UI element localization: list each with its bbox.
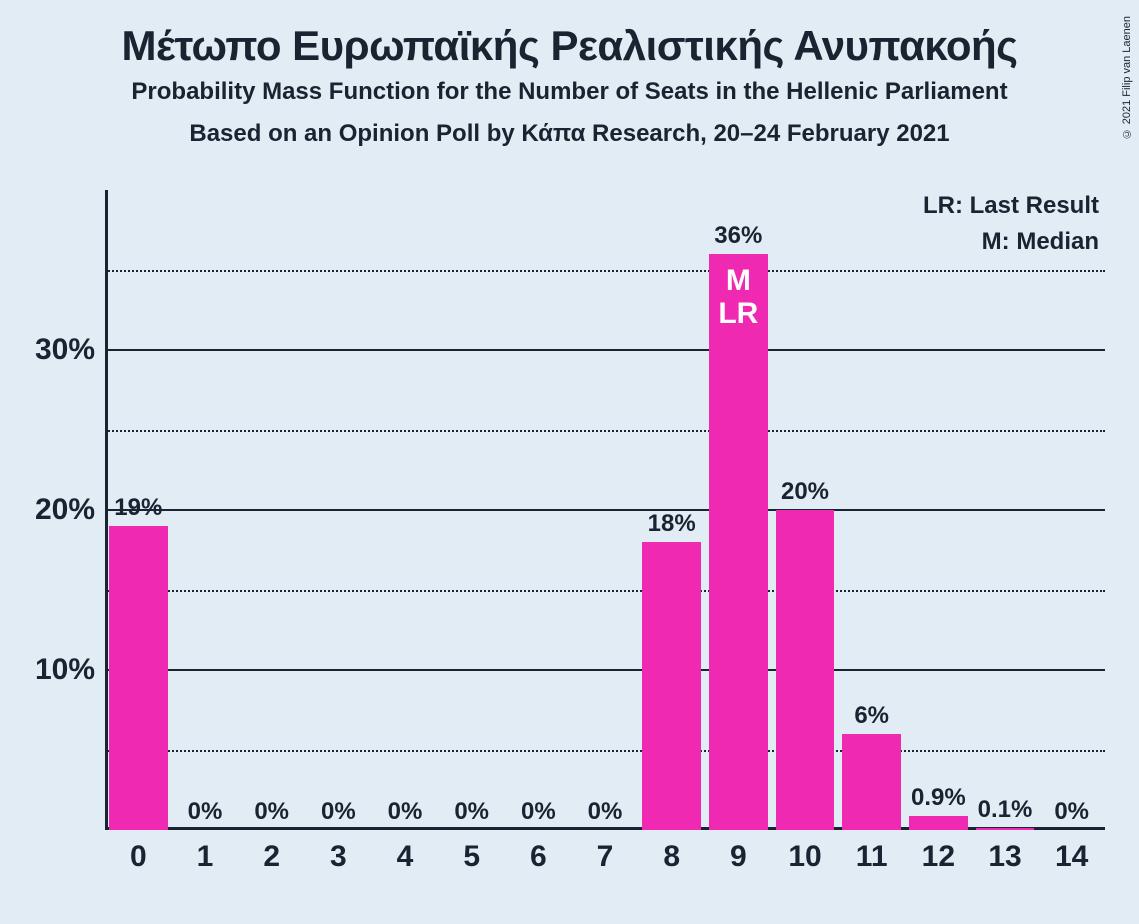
y-tick-label: 10%: [35, 653, 95, 687]
x-tick-label: 3: [330, 840, 347, 874]
chart-area: 10%20%30%19%00%10%20%30%40%50%60%718%836…: [105, 190, 1105, 830]
gridline-major: [105, 509, 1105, 511]
chart-subtitle-1: Probability Mass Function for the Number…: [0, 78, 1139, 106]
bar: [709, 254, 768, 830]
bar-value-label: 0%: [188, 798, 223, 830]
bar: [976, 828, 1035, 830]
bar: [776, 510, 835, 830]
bar-value-label: 0%: [254, 798, 289, 830]
bar-value-label: 0%: [1054, 798, 1089, 830]
bar-value-label: 36%: [714, 222, 762, 254]
copyright: © 2021 Filip van Laenen: [1121, 16, 1133, 139]
gridline-minor: [105, 750, 1105, 752]
bar: [909, 816, 968, 830]
chart-subtitle-2: Based on an Opinion Poll by Κάπα Researc…: [0, 120, 1139, 148]
x-tick-label: 5: [463, 840, 480, 874]
x-tick-label: 4: [397, 840, 414, 874]
x-tick-label: 13: [988, 840, 1021, 874]
bar: [109, 526, 168, 830]
x-tick-label: 6: [530, 840, 547, 874]
bar-value-label: 0%: [521, 798, 556, 830]
x-tick-label: 11: [856, 840, 888, 874]
bar-value-label: 0%: [588, 798, 623, 830]
x-tick-label: 2: [263, 840, 280, 874]
gridline-minor: [105, 430, 1105, 432]
y-tick-label: 30%: [35, 333, 95, 367]
x-tick-label: 0: [130, 840, 147, 874]
plot: 10%20%30%19%00%10%20%30%40%50%60%718%836…: [105, 190, 1105, 830]
gridline-minor: [105, 590, 1105, 592]
bar-value-label: 0%: [388, 798, 423, 830]
bar: [842, 734, 901, 830]
x-tick-label: 1: [197, 840, 214, 874]
bar-value-label: 0%: [454, 798, 489, 830]
x-tick-label: 8: [663, 840, 680, 874]
bar-value-label: 0%: [321, 798, 356, 830]
gridline-major: [105, 669, 1105, 671]
x-tick-label: 10: [788, 840, 821, 874]
chart-title: Μέτωπο Ευρωπαϊκής Ρεαλιστικής Ανυπακοής: [0, 0, 1139, 70]
bar-value-label: 6%: [854, 702, 889, 734]
x-tick-label: 7: [597, 840, 614, 874]
bar: [642, 542, 701, 830]
x-tick-label: 14: [1055, 840, 1088, 874]
bar-value-label: 19%: [114, 494, 162, 526]
bar-value-label: 0.1%: [978, 796, 1033, 828]
gridline-major: [105, 349, 1105, 351]
bar-value-label: 18%: [648, 510, 696, 542]
bar-value-label: 0.9%: [911, 784, 966, 816]
bar-value-label: 20%: [781, 478, 829, 510]
gridline-minor: [105, 270, 1105, 272]
x-tick-label: 9: [730, 840, 747, 874]
x-tick-label: 12: [922, 840, 955, 874]
y-tick-label: 20%: [35, 493, 95, 527]
bar-annotation: MLR: [718, 264, 758, 330]
